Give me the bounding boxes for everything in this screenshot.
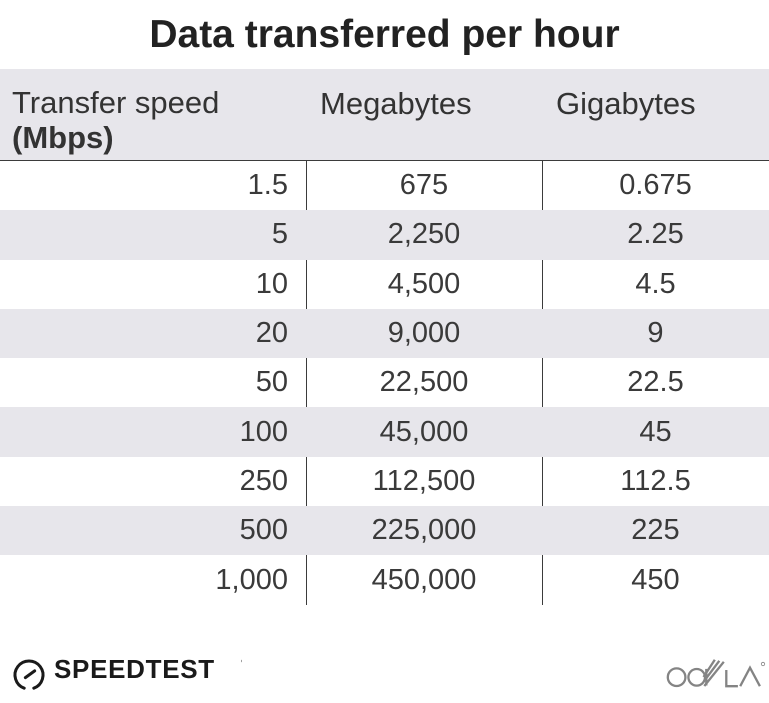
svg-text:SPEEDTEST: SPEEDTEST xyxy=(54,654,215,684)
